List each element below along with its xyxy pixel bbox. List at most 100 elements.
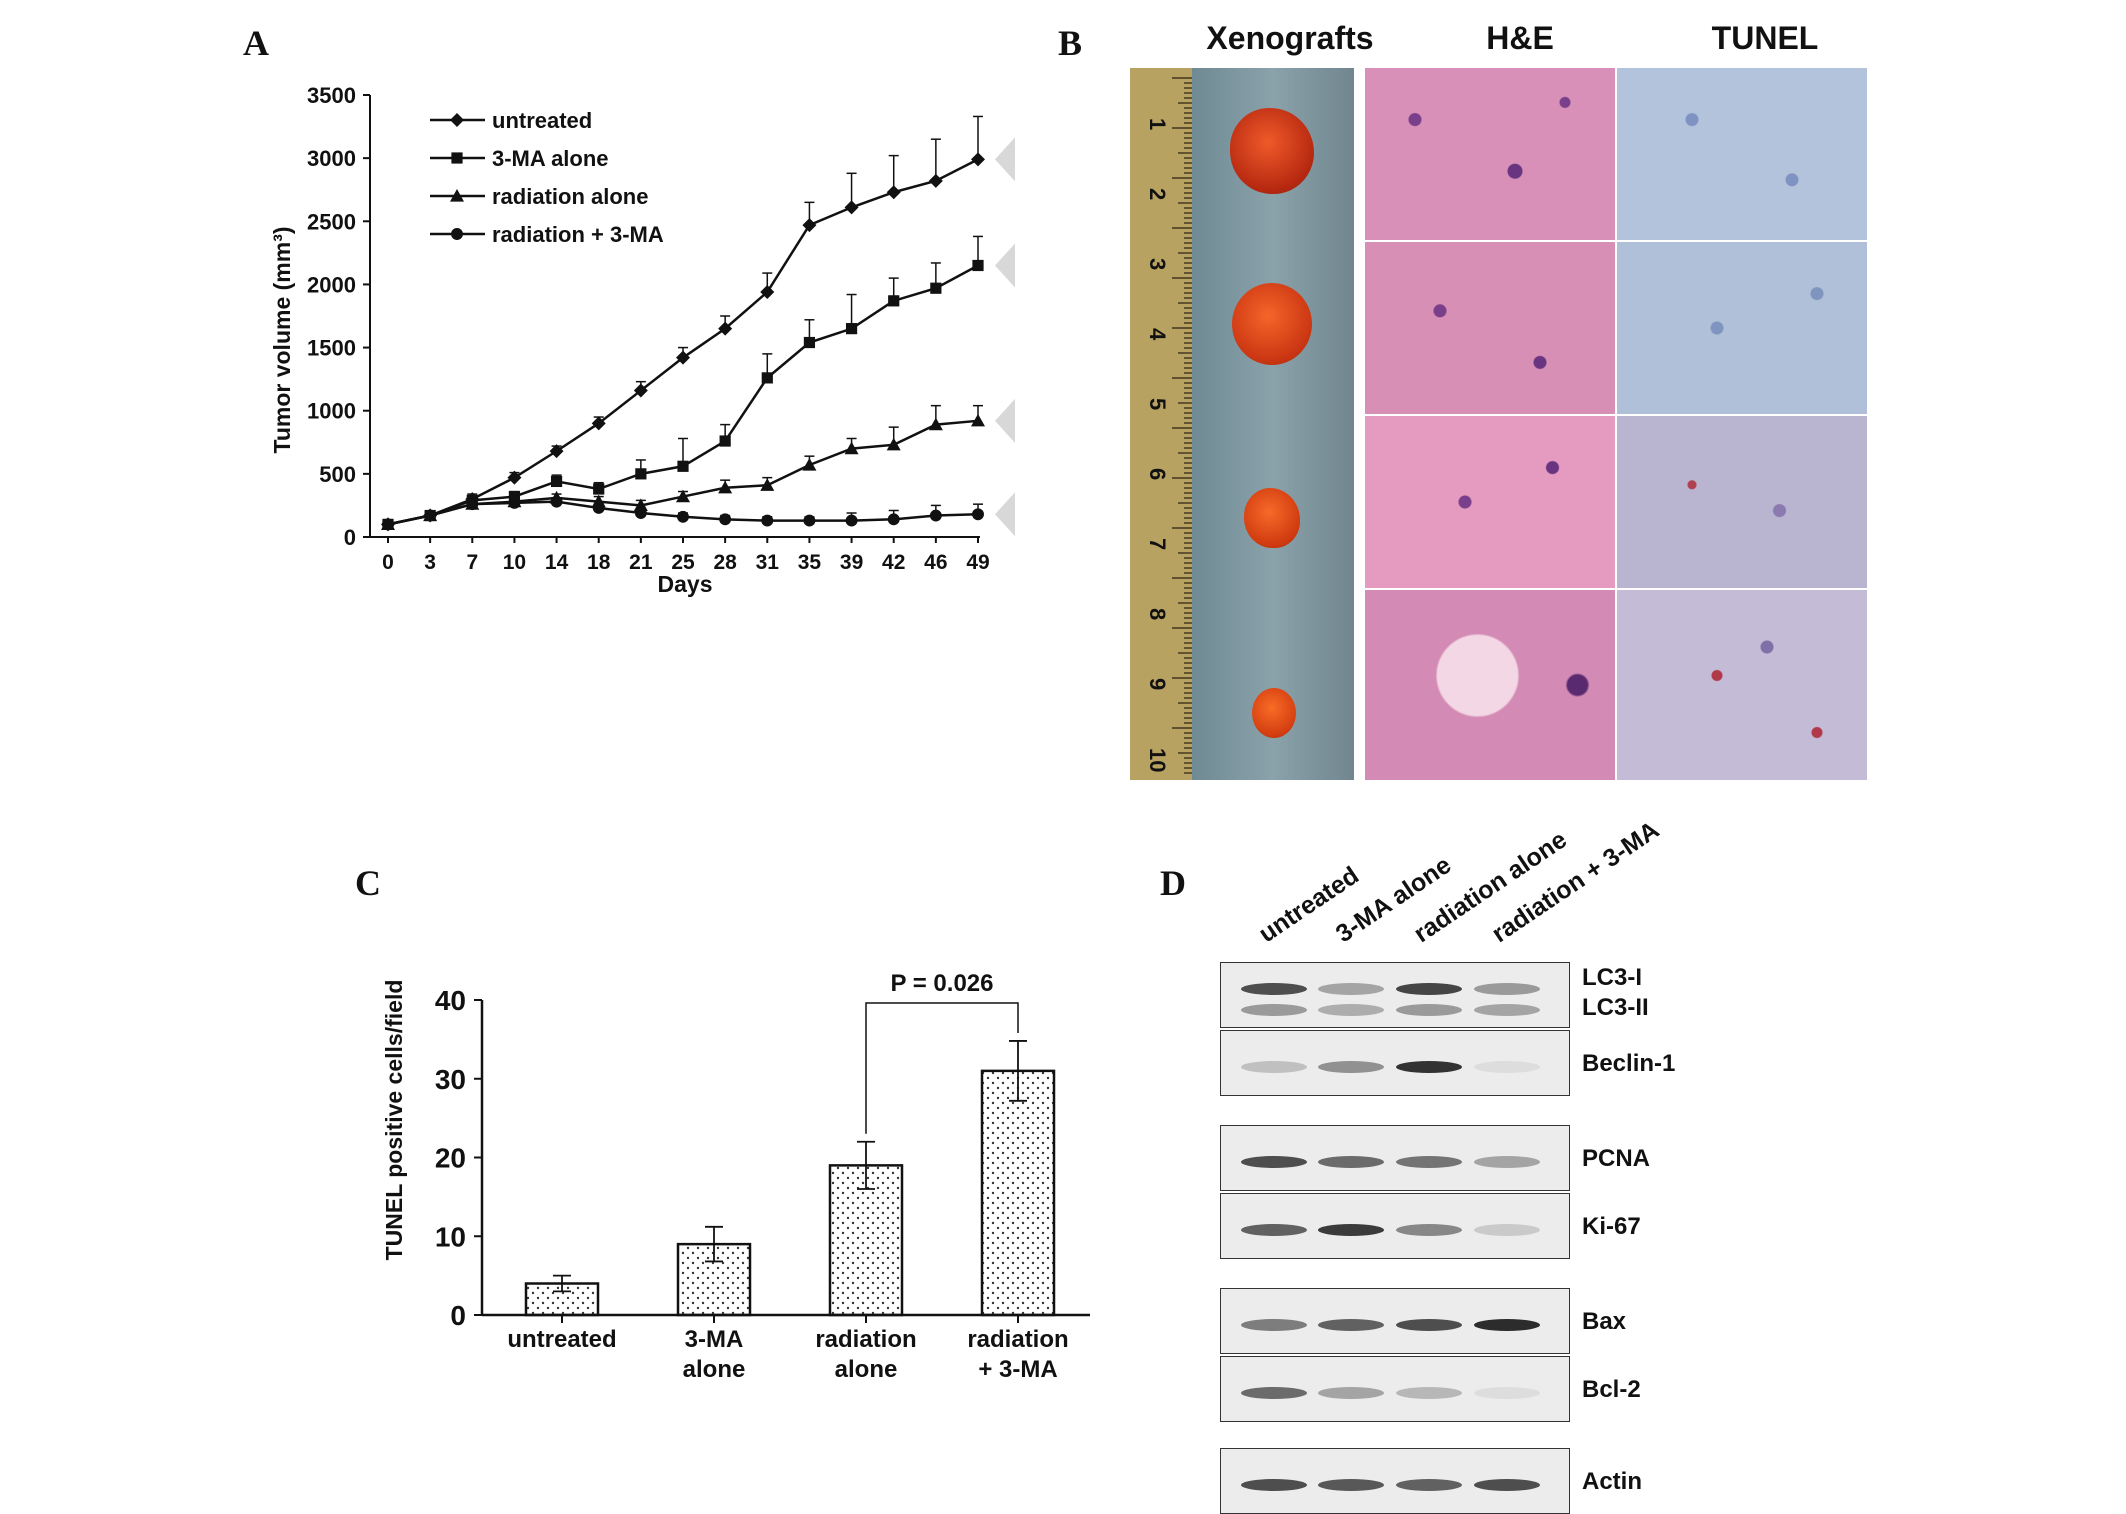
blot-label: PCNA [1582, 1145, 1651, 1172]
panel-label-d: D [1160, 863, 1186, 903]
histology-panel: Xenografts H&E TUNEL 1 2 3 4 5 6 7 8 9 10 [1130, 20, 1890, 780]
data-point [760, 478, 775, 491]
chart-c-ytick-label: 40 [435, 985, 466, 1016]
blot-band [1474, 1478, 1540, 1491]
data-point [719, 435, 731, 447]
data-point [593, 483, 605, 495]
data-point [592, 502, 605, 514]
blot-band [1241, 1060, 1307, 1073]
chart-a-xtick-label: 42 [882, 551, 905, 574]
data-point [845, 514, 858, 527]
column-header-tunel: TUNEL [1711, 20, 1819, 56]
chart-a-xtick-label: 18 [587, 551, 611, 574]
chart-c-category-label: 3-MA [685, 1326, 744, 1353]
legend-item: 3-MA alone [430, 146, 609, 171]
data-point [549, 444, 564, 459]
tumor-volume-line-chart: Tumor volume (mm³) Days 0 500 1000 1500 2000… [269, 83, 1015, 597]
chart-a-xtick-label: 14 [545, 551, 569, 574]
tunel-image-3ma [1617, 242, 1867, 414]
legend-item: radiation alone [430, 184, 648, 209]
blot-band [1396, 1223, 1462, 1236]
chart-a-ytick-label: 3500 [307, 83, 356, 108]
blot-band [1396, 1386, 1462, 1399]
blot-label: Bax [1582, 1308, 1627, 1335]
panel-label-c: C [355, 863, 381, 903]
blot-band [1241, 1003, 1307, 1016]
chart-c-category-label: + 3-MA [978, 1356, 1057, 1383]
tunel-image-radiation [1617, 416, 1867, 588]
data-point [508, 496, 521, 509]
data-point [971, 413, 985, 427]
blot-label: Bcl-2 [1582, 1376, 1641, 1403]
data-point [886, 185, 901, 200]
blot-band [1474, 1318, 1540, 1331]
ruler-number: 10 [1145, 748, 1170, 772]
legend-label: untreated [492, 108, 592, 133]
data-point [971, 152, 985, 167]
legend-item: radiation + 3-MA [430, 222, 664, 247]
data-point [633, 383, 648, 398]
p-value-annotation: P = 0.026 [891, 970, 994, 997]
blot-band [1318, 1318, 1384, 1331]
data-point [635, 468, 647, 480]
chart-a-xtick-label: 21 [629, 551, 653, 574]
ruler: 1 2 3 4 5 6 7 8 9 10 [1130, 68, 1192, 780]
chart-c-ytick-label: 10 [435, 1221, 466, 1252]
blot-band [1318, 982, 1384, 995]
data-point [424, 509, 437, 522]
tunel-image-radiation-3ma [1617, 590, 1867, 780]
xenograft-tumor-4 [1252, 688, 1296, 738]
blot-band [1318, 1223, 1384, 1236]
blot-band [1396, 1318, 1462, 1331]
blot-band [1396, 982, 1462, 995]
he-image-radiation [1365, 416, 1615, 588]
series-3-ma-alone [382, 235, 984, 530]
ruler-number: 5 [1145, 398, 1170, 410]
blot-bcl-2 [1220, 1356, 1570, 1422]
chart-a-ytick-label: 1500 [307, 336, 356, 361]
he-image-radiation-3ma [1365, 590, 1615, 780]
blot-band [1474, 1003, 1540, 1016]
blot-pcna [1220, 1125, 1570, 1191]
blot-band [1396, 1478, 1462, 1491]
chart-a-xtick-label: 25 [671, 551, 695, 574]
chart-a-xtick-label: 49 [966, 551, 989, 574]
data-point [844, 441, 859, 455]
chart-c-category-label: alone [683, 1356, 746, 1383]
chart-c-category-label: alone [835, 1356, 898, 1383]
ruler-number: 1 [1145, 118, 1170, 130]
blot-band [1318, 1155, 1384, 1168]
data-point [930, 282, 942, 294]
ruler-number: 9 [1145, 678, 1170, 690]
data-point [761, 514, 774, 527]
blot-band [1396, 1060, 1462, 1073]
data-point [845, 323, 858, 335]
chart-a-ytick-label: 1000 [307, 399, 356, 424]
series-end-marker [995, 492, 1015, 537]
series-end-marker [995, 398, 1015, 443]
xenograft-tumor-1 [1230, 108, 1314, 194]
data-point [761, 372, 773, 384]
chart-c-category-label: radiation [815, 1326, 916, 1353]
ruler-number: 3 [1145, 258, 1170, 270]
data-point [719, 513, 732, 526]
data-point [760, 285, 775, 300]
blot-band [1318, 1478, 1384, 1491]
blot-label: Ki-67 [1582, 1213, 1641, 1240]
chart-c-ytick-label: 0 [450, 1300, 466, 1331]
chart-c-category-label: untreated [507, 1326, 616, 1353]
data-point [677, 510, 689, 523]
chart-a-xtick-label: 31 [756, 551, 780, 574]
blot-band [1474, 1060, 1540, 1073]
data-point [887, 513, 900, 526]
xenograft-tumor-3 [1244, 488, 1300, 548]
ruler-number: 8 [1145, 608, 1170, 620]
he-image-untreated [1365, 68, 1615, 240]
data-point [633, 498, 648, 512]
column-header-he: H&E [1486, 20, 1554, 56]
blot-bax [1220, 1288, 1570, 1354]
data-point [382, 518, 394, 531]
data-point [550, 475, 563, 488]
chart-a-xtick-label: 10 [503, 551, 526, 574]
legend-marker [450, 189, 464, 202]
